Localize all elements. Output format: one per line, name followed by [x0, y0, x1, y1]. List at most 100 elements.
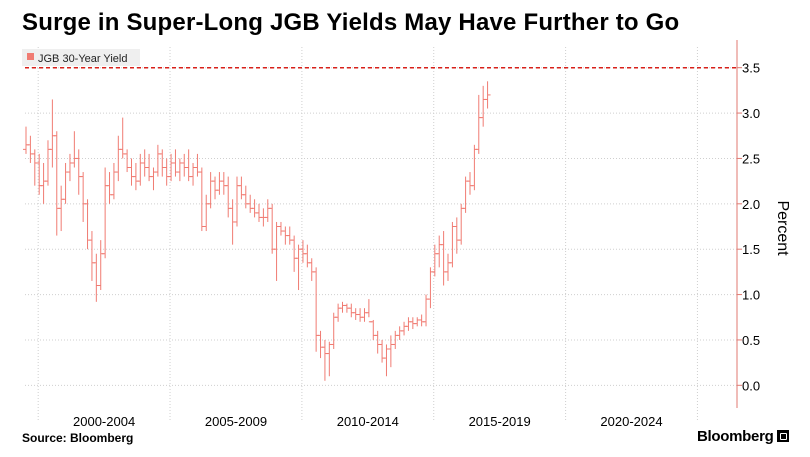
ohlc-bar	[308, 258, 315, 281]
legend: JGB 30-Year Yield	[22, 49, 140, 66]
ohlc-bar	[449, 221, 456, 268]
ohlc-bar	[58, 185, 65, 232]
ohlc-bar	[207, 172, 214, 209]
ohlc-bar	[194, 153, 201, 177]
ohlc-bar	[357, 308, 364, 322]
ohlc-bar	[132, 162, 139, 191]
ohlc-bar	[330, 312, 337, 350]
ohlc-bar	[458, 203, 465, 245]
ohlc-bar	[304, 244, 311, 268]
ohlc-bar	[238, 176, 245, 200]
ohlc-bar	[84, 199, 91, 250]
ohlc-bar	[115, 135, 122, 182]
ohlc-bar	[150, 167, 157, 191]
ohlc-bar	[163, 158, 170, 186]
ohlc-bar	[154, 144, 161, 177]
ohlc-bar	[62, 162, 69, 204]
y-tick-label: 1.5	[742, 242, 760, 257]
ohlc-bar	[335, 303, 342, 322]
bloomberg-logo: Bloomberg	[697, 428, 790, 445]
ohlc-bar	[396, 326, 403, 340]
ohlc-bar	[203, 194, 210, 232]
logo-icon	[777, 430, 790, 442]
ohlc-bar	[370, 319, 377, 340]
ohlc-bar	[88, 231, 95, 281]
ohlc-bar	[414, 317, 421, 327]
ohlc-bar	[181, 153, 188, 177]
y-tick-label: 3.5	[742, 61, 760, 76]
x-tick-label: 2015-2019	[469, 414, 531, 429]
x-tick-label: 2000-2004	[73, 414, 135, 429]
ohlc-bar	[234, 176, 241, 227]
ohlc-bar	[159, 149, 166, 177]
ohlc-bar	[295, 244, 302, 291]
ohlc-bar	[418, 314, 425, 327]
ohlc-bar	[286, 226, 293, 245]
ohlc-bar	[427, 267, 434, 309]
brand-text: Bloomberg	[697, 428, 774, 445]
ohlc-bar	[251, 199, 258, 218]
period-separators	[37, 47, 698, 420]
ohlc-bar	[190, 162, 197, 186]
ohlc-bar	[466, 172, 473, 195]
y-tick-label: 3.0	[742, 106, 760, 121]
ohlc-bar	[273, 221, 280, 281]
x-tick-label: 2020-2024	[600, 414, 662, 429]
ohlc-bar	[124, 149, 131, 173]
ohlc-bar	[440, 231, 447, 286]
ohlc-bar	[49, 99, 56, 168]
ohlc-bar	[453, 217, 460, 254]
ohlc-bar	[216, 172, 223, 195]
ohlc-bar	[317, 330, 324, 359]
y-tick-label: 1.0	[742, 288, 760, 303]
ohlc-bar	[269, 203, 276, 254]
ohlc-bar	[374, 330, 381, 354]
ohlc-bar	[110, 162, 117, 200]
y-tick-label: 0.0	[742, 378, 760, 393]
ohlc-bar	[264, 199, 271, 222]
ohlc-bar	[405, 317, 412, 331]
ohlc-bar	[44, 140, 51, 186]
y-axis-title: Percent	[774, 200, 791, 256]
x-tick-label: 2005-2009	[205, 414, 267, 429]
ohlc-bar	[480, 85, 487, 127]
ohlc-bar	[348, 303, 355, 318]
legend-background	[22, 49, 140, 66]
ohlc-bar	[80, 172, 87, 222]
ohlc-bar	[326, 341, 333, 377]
y-tick-label: 0.5	[742, 333, 760, 348]
ohlc-bar	[401, 321, 408, 336]
y-tick-label: 2.5	[742, 151, 760, 166]
page-title: Surge in Super-Long JGB Yields May Have …	[22, 9, 680, 36]
ohlc-bar	[361, 308, 368, 322]
ohlc-bar	[75, 149, 82, 195]
ohlc-bar	[212, 176, 219, 200]
ohlc-bar	[198, 167, 205, 232]
ohlc-bar	[365, 299, 372, 323]
ohlc-bar	[242, 185, 249, 209]
ohlc-bar	[40, 162, 47, 204]
ohlc-bar	[97, 240, 104, 291]
x-tick-label: 2010-2014	[337, 414, 399, 429]
ohlc-bar	[225, 176, 232, 218]
ohlc-bar	[313, 267, 320, 352]
source-note: Source: Bloomberg	[22, 431, 134, 445]
x-axis-labels: 2000-2004 2005-2009 2010-2014 2015-2019 2020…	[73, 414, 663, 429]
ohlc-bar	[462, 176, 469, 213]
ohlc-bar	[445, 253, 452, 281]
ohlc-bar	[339, 301, 346, 313]
legend-swatch	[27, 53, 34, 60]
grid	[25, 67, 737, 386]
ohlc-bar	[379, 339, 386, 363]
ohlc-bar	[321, 339, 328, 381]
ohlc-bar	[53, 131, 60, 236]
ohlc-bar	[299, 240, 306, 263]
ohlc-bar	[277, 221, 284, 236]
ohlc-bar	[220, 172, 227, 195]
ohlc-bar	[168, 153, 175, 182]
legend-label: JGB 30-Year Yield	[38, 53, 127, 65]
ohlc-bar	[102, 167, 109, 259]
ohlc-bar	[31, 149, 38, 186]
y-tick-label: 2.0	[742, 197, 760, 212]
